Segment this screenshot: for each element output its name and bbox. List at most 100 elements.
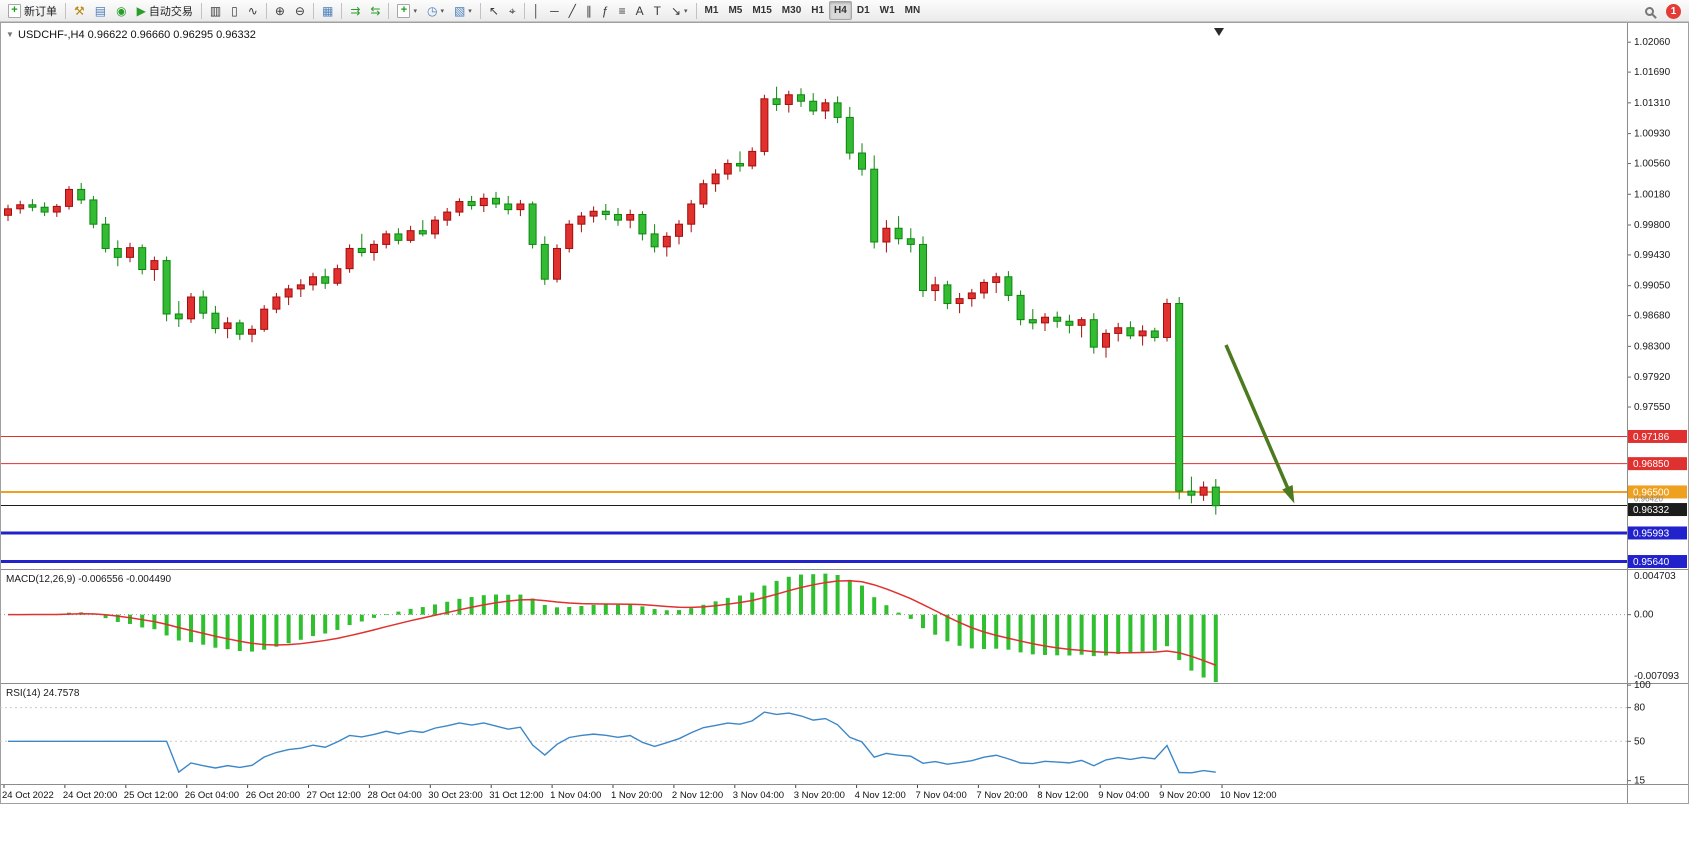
fibonacci-button[interactable]: ƒ xyxy=(597,1,614,20)
candle-body xyxy=(28,204,37,208)
candle-body xyxy=(260,308,269,330)
timeframe-m1-button[interactable]: M1 xyxy=(704,5,719,16)
trendline-button[interactable]: ╱ xyxy=(564,1,581,20)
timeframe-h4-button[interactable]: H4 xyxy=(829,1,852,20)
arrow-icon: ↘ xyxy=(670,3,682,18)
timeframe-w1-button[interactable]: W1 xyxy=(879,5,895,16)
timeframe-d1-button[interactable]: D1 xyxy=(856,5,870,16)
time-axis-label: 7 Nov 20:00 xyxy=(976,790,1027,801)
timeframe-m30-button[interactable]: M30 xyxy=(781,5,802,16)
vertical-line-icon: │ xyxy=(532,3,541,18)
candle-body xyxy=(699,183,708,205)
indicators-button[interactable]: + ▾ xyxy=(392,1,422,20)
notification-badge[interactable]: 1 xyxy=(1666,3,1681,19)
timeframe-mn-button[interactable]: MN xyxy=(904,5,921,16)
candle-body xyxy=(797,94,805,102)
zoom-out-icon: ⊖ xyxy=(294,3,305,18)
price-line-label: 0.96332 xyxy=(1633,505,1670,516)
vertical-line-button[interactable]: │ xyxy=(528,1,546,20)
time-axis-label: 9 Nov 20:00 xyxy=(1159,790,1210,801)
dropdown-arrow-icon: ▾ xyxy=(413,7,417,15)
trend-arrow-line[interactable] xyxy=(1224,344,1294,499)
candle-body xyxy=(370,243,378,254)
candle-body xyxy=(1004,276,1013,296)
candle-body xyxy=(101,223,110,249)
rsi-label: RSI(14) 24.7578 xyxy=(6,688,80,699)
auto-scroll-icon: ⇉ xyxy=(350,3,361,18)
candle-body xyxy=(931,284,940,292)
price-scale-label: 0.98680 xyxy=(1634,311,1671,322)
market-watch-button[interactable]: ▤ xyxy=(90,1,111,20)
timeframe-h1-button[interactable]: H1 xyxy=(811,5,825,16)
chart-shift-marker[interactable] xyxy=(1214,28,1224,36)
bar-chart-icon: ▥ xyxy=(209,3,222,18)
candle-body xyxy=(345,247,354,270)
metaeditor-button[interactable]: ⚒ xyxy=(69,1,90,20)
candle-body xyxy=(577,215,586,225)
candle-body xyxy=(443,211,452,221)
auto-trading-button[interactable]: ▶ 自动交易 xyxy=(132,1,198,20)
chart-window[interactable]: ▼ USDCHF-,H4 0.96622 0.96660 0.96295 0.96… xyxy=(0,22,1689,865)
bar-chart-button[interactable]: ▥ xyxy=(205,1,226,20)
line-chart-button[interactable]: ∿ xyxy=(243,1,263,20)
horizontal-line-button[interactable]: ─ xyxy=(545,1,564,20)
new-order-button[interactable]: + 新订单 xyxy=(3,1,62,20)
text-label-button[interactable]: T xyxy=(649,1,666,20)
candle-body xyxy=(382,233,391,245)
arrows-button[interactable]: ↘ ▾ xyxy=(666,1,693,20)
clock-icon: ◷ xyxy=(426,3,438,18)
auto-trading-button-label: 自动交易 xyxy=(148,5,193,18)
search-icon[interactable] xyxy=(1645,6,1654,16)
candle-body xyxy=(736,163,744,167)
candle-body xyxy=(126,247,134,258)
candle-body xyxy=(272,296,281,310)
zoom-in-button[interactable]: ⊕ xyxy=(270,1,290,20)
toolbar-separator xyxy=(265,2,267,19)
timeframe-m5-button[interactable]: M5 xyxy=(728,5,743,16)
toolbar-separator xyxy=(312,2,314,19)
candle-body xyxy=(187,296,195,320)
auto-scroll-button[interactable]: ⇉ xyxy=(345,1,365,20)
candle-body xyxy=(1150,330,1159,338)
toolbar-separator xyxy=(341,2,343,19)
macd-signal-line xyxy=(7,580,1217,666)
candle-body xyxy=(211,312,220,330)
candle-body xyxy=(52,205,61,213)
price-line-label-bg xyxy=(1628,457,1687,471)
candlestick-chart-button[interactable]: ▯ xyxy=(226,1,243,20)
candle-body xyxy=(858,152,866,170)
candle-body xyxy=(589,210,598,217)
candle-body xyxy=(638,213,647,235)
text-button[interactable]: A xyxy=(631,1,649,20)
chart-shift-button[interactable]: ⇆ xyxy=(365,1,385,20)
tile-windows-button[interactable]: ▦ xyxy=(317,1,338,20)
price-line-label-bg xyxy=(1628,555,1687,569)
time-axis-label: 10 Nov 12:00 xyxy=(1220,790,1277,801)
chart-shift-icon: ⇆ xyxy=(370,3,381,18)
templates-button[interactable]: ▧ ▾ xyxy=(449,1,477,20)
zoom-out-button[interactable]: ⊖ xyxy=(290,1,310,20)
candle-body xyxy=(1041,316,1049,324)
main-toolbar: + 新订单 ⚒ ▤ ◉ ▶ 自动交易 ▥ ▯ ∿ ⊕ ⊖ ▦ ⇉ ⇆ + ▾ ◷ ▾ ▧ ▾ ↖ ⌖ │ ─ ╱ ∥ ƒ ≡ A T ↘ ▾ M1… xyxy=(0,0,1689,22)
rsi-scale-label: 100 xyxy=(1634,680,1651,691)
timeframe-m15-button[interactable]: M15 xyxy=(752,5,772,16)
channel-button[interactable]: ∥ xyxy=(581,1,597,20)
candle-body xyxy=(467,201,476,207)
candle-body xyxy=(687,203,696,225)
periods-button[interactable]: ◷ ▾ xyxy=(422,1,449,20)
price-scale-label: 0.99050 xyxy=(1634,281,1671,292)
candle-body xyxy=(821,102,830,112)
candle-body xyxy=(418,230,427,235)
support-button[interactable]: ◉ xyxy=(111,1,131,20)
candle-body xyxy=(113,247,122,258)
new-order-button-label: 新订单 xyxy=(24,5,57,18)
crosshair-button[interactable]: ⌖ xyxy=(504,1,521,20)
shapes-button[interactable]: ≡ xyxy=(614,1,631,20)
toolbar-separator xyxy=(479,2,481,19)
cursor-button[interactable]: ↖ xyxy=(484,1,504,20)
candle-body xyxy=(906,238,915,245)
toolbar-separator xyxy=(523,2,525,19)
trend-arrow-head[interactable] xyxy=(1282,485,1295,504)
line-chart-icon: ∿ xyxy=(247,3,258,18)
cursor-icon: ↖ xyxy=(488,3,499,18)
